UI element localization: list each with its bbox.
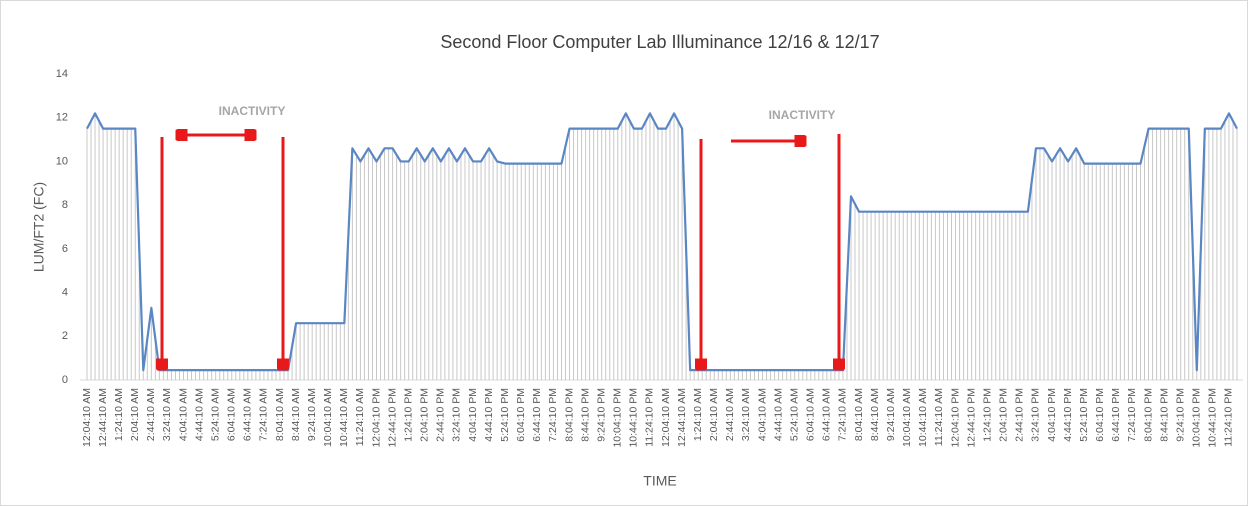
x-tick-label: 12:04:10 PM	[949, 388, 961, 448]
x-tick-label: 11:24:10 AM	[354, 388, 366, 446]
x-tick-label: 5:24:10 AM	[788, 388, 800, 441]
annotation: INACTIVITY	[769, 108, 836, 122]
x-tick-label: 12:04:10 AM	[660, 388, 672, 447]
y-tick-label: 8	[62, 199, 68, 211]
x-tick-label: 2:04:10 PM	[419, 388, 431, 442]
x-tick-label: 9:24:10 AM	[306, 388, 318, 441]
arrows	[162, 134, 839, 366]
x-tick-label: 10:44:10 AM	[917, 388, 929, 447]
x-tick-label: 7:24:10 PM	[1126, 388, 1138, 442]
x-tick-label: 6:44:10 AM	[242, 388, 254, 441]
y-tick-label: 2	[62, 330, 68, 342]
x-tick-label: 8:44:10 PM	[579, 388, 591, 442]
x-tick-label: 2:04:10 PM	[998, 388, 1010, 442]
x-tick-label: 8:04:10 AM	[853, 388, 865, 441]
x-tick-label: 11:24:10 PM	[1223, 388, 1235, 447]
x-axis-label: TIME	[643, 473, 676, 489]
x-tick-label: 10:44:10 AM	[338, 388, 350, 447]
x-tick-label: 6:44:10 PM	[1110, 388, 1122, 442]
x-tick-label: 11:24:10 PM	[644, 388, 656, 447]
chart-title: Second Floor Computer Lab Illuminance 12…	[440, 32, 879, 52]
x-tick-label: 1:24:10 PM	[981, 388, 993, 442]
x-tick-label: 3:24:10 PM	[451, 388, 463, 442]
y-axis-label: LUM/FT2 (FC)	[31, 182, 47, 272]
x-tick-label: 4:04:10 AM	[177, 388, 189, 441]
x-tick-label: 11:24:10 AM	[933, 388, 945, 446]
x-tick-label: 6:04:10 AM	[226, 388, 238, 441]
x-tick-label: 9:24:10 PM	[595, 388, 607, 442]
x-tick-label: 2:44:10 AM	[145, 388, 157, 441]
x-tick-label: 7:24:10 AM	[258, 388, 270, 441]
x-tick-label: 6:04:10 PM	[1094, 388, 1106, 442]
y-tick-label: 0	[62, 374, 68, 386]
x-tick-label: 5:24:10 AM	[209, 388, 221, 441]
x-tick-label: 1:24:10 PM	[402, 388, 414, 442]
x-tick-label: 6:44:10 AM	[821, 388, 833, 441]
y-tick-label: 10	[56, 155, 68, 167]
x-tick-label: 12:04:10 PM	[370, 388, 382, 448]
x-tick-label: 1:24:10 AM	[113, 388, 125, 441]
x-tick-label: 12:44:10 PM	[965, 388, 977, 448]
x-tick-label: 10:44:10 PM	[1207, 388, 1219, 448]
x-tick-label: 12:44:10 AM	[97, 388, 109, 447]
x-tick-label: 4:44:10 AM	[772, 388, 784, 441]
x-tick-label: 8:44:10 PM	[1158, 388, 1170, 442]
x-tick-label: 12:04:10 AM	[81, 388, 93, 447]
x-tick-label: 1:24:10 AM	[692, 388, 704, 441]
x-tick-label: 4:04:10 AM	[756, 388, 768, 441]
x-tick-label: 8:04:10 AM	[274, 388, 286, 441]
x-tick-label: 2:44:10 PM	[435, 388, 447, 442]
x-tick-label: 5:24:10 PM	[499, 388, 511, 442]
x-tick-label: 2:04:10 AM	[129, 388, 141, 441]
x-tick-label: 3:24:10 AM	[161, 388, 173, 441]
x-tick-label: 10:04:10 AM	[901, 388, 913, 447]
x-tick-label: 6:04:10 AM	[805, 388, 817, 441]
x-tick-label: 8:44:10 AM	[869, 388, 881, 441]
x-tick-label: 8:04:10 PM	[1142, 388, 1154, 442]
x-tick-label: 4:44:10 AM	[193, 388, 205, 441]
x-tick-label: 9:24:10 AM	[885, 388, 897, 441]
x-tick-label: 12:44:10 AM	[676, 388, 688, 447]
x-tick-label: 8:04:10 PM	[563, 388, 575, 442]
x-tick-label: 10:44:10 PM	[628, 388, 640, 448]
x-tick-label: 2:04:10 AM	[708, 388, 720, 441]
x-tick-label: 3:24:10 AM	[740, 388, 752, 441]
x-tick-label: 8:44:10 AM	[290, 388, 302, 441]
x-tick-label: 3:24:10 PM	[1030, 388, 1042, 442]
x-tick-label: 2:44:10 AM	[724, 388, 736, 441]
x-tick-label: 7:24:10 PM	[547, 388, 559, 442]
x-tick-label: 6:44:10 PM	[531, 388, 543, 442]
x-tick-label: 12:44:10 PM	[386, 388, 398, 448]
x-tick-label: 10:04:10 PM	[1191, 388, 1203, 448]
x-tick-label: 6:04:10 PM	[515, 388, 527, 442]
x-tick-label: 4:44:10 PM	[483, 388, 495, 442]
y-tick-label: 14	[56, 68, 68, 80]
annotation: INACTIVITY	[219, 104, 286, 118]
y-tick-label: 4	[62, 286, 68, 298]
x-tick-label: 7:24:10 AM	[837, 388, 849, 441]
drop-lines	[86, 113, 1238, 380]
y-tick-label: 12	[56, 112, 68, 124]
x-tick-label: 4:04:10 PM	[467, 388, 479, 442]
x-tick-label: 4:44:10 PM	[1062, 388, 1074, 442]
x-tick-label: 5:24:10 PM	[1078, 388, 1090, 442]
x-tick-label: 2:44:10 PM	[1014, 388, 1026, 442]
x-tick-label: 10:04:10 PM	[612, 388, 624, 448]
x-tick-label: 4:04:10 PM	[1046, 388, 1058, 442]
x-tick-label: 10:04:10 AM	[322, 388, 334, 447]
x-tick-label: 9:24:10 PM	[1174, 388, 1186, 442]
y-tick-label: 6	[62, 243, 68, 255]
